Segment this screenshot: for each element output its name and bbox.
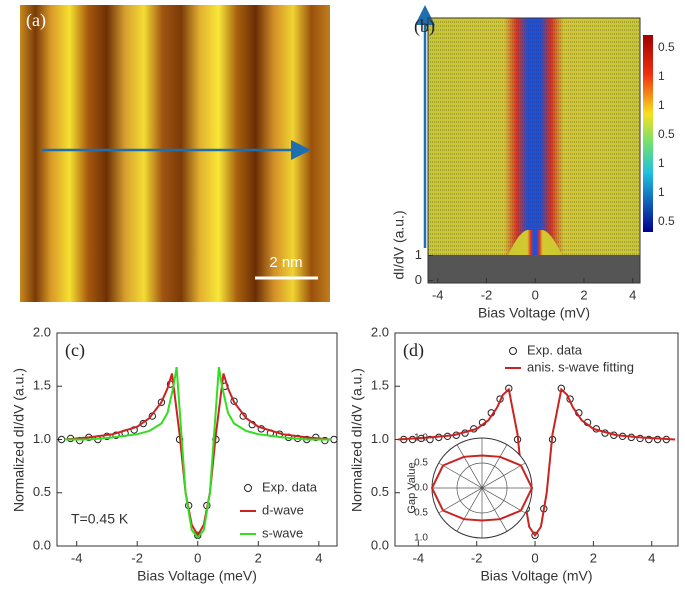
x-tick-label: -4 [413,550,425,565]
fit-curve [397,387,676,538]
colorbar-label: 1 [658,69,665,83]
colorbar-label: 0.5 [658,40,675,54]
x-tick-label: 4 [315,550,322,565]
inset-tick-label: 0.5 [414,508,428,519]
base-trace [508,230,562,255]
x-axis-label: Bias Voltage (meV) [137,568,257,584]
colorbar-label: 0.5 [658,127,675,141]
panel-label: (b) [414,16,435,37]
colorbar [643,35,653,232]
data-point [230,397,238,405]
plot-frame [394,332,679,547]
polar-spoke [438,462,526,514]
data-point [645,435,653,444]
y-axis-label: Normalized dI/dV (a.u.) [349,368,365,512]
data-point [531,531,539,540]
inset-tick-label: 1.0 [414,433,428,444]
annotation: T=0.45 K [71,511,129,527]
x-axis-label: Bias Voltage (mV) [478,305,590,321]
fit-curve [64,373,331,538]
x-tick-label: -2 [471,550,483,565]
x-tick-label: 2 [580,287,587,302]
y-tick-label: 1.5 [33,378,51,393]
x-tick-label: -2 [131,550,143,565]
x-tick-label: -4 [71,550,83,565]
y-tick-label: 1 [415,247,422,262]
x-tick-label: 4 [648,550,655,565]
data-point [321,436,329,445]
panel-label: (d) [403,340,424,361]
inset-tick-label: 0.5 [414,458,428,469]
x-axis-label: Bias Voltage (mV) [480,568,592,584]
legend-symbol [509,347,517,355]
y-tick-label: 2.0 [371,324,389,339]
data-point [330,435,338,444]
y-tick-label: 0.0 [371,537,389,552]
colorbar-label: 1 [658,156,665,170]
panel-label: (c) [65,340,85,361]
legend-label: d-wave [262,502,304,517]
y-tick-label: 0.5 [33,484,51,499]
gap-curve [430,454,534,522]
inset-axis-label: Gap Value [406,462,418,513]
data-point [112,431,120,439]
colorbar-label: 1 [658,185,665,199]
y-tick-label: 1.0 [371,431,389,446]
y-axis-label: dI/dV (a.u.) [391,210,407,279]
inset-tick-label: 0.0 [414,483,428,494]
plot-frame [427,17,641,284]
data-point [426,435,434,444]
scale-label: 2 nm [269,254,302,271]
legend-label: Exp. data [527,342,583,357]
panel-label: (a) [26,10,46,31]
inset-tick-label: 1.0 [414,533,428,544]
x-tick-label: 0 [531,550,538,565]
legend-label: Exp. data [262,479,318,494]
y-tick-label: 1.5 [371,378,389,393]
x-tick-label: 2 [255,550,262,565]
y-tick-label: 0 [415,272,422,287]
colorbar-label: 0.5 [658,214,675,228]
x-tick-label: 0 [532,287,539,302]
x-tick-label: 2 [590,550,597,565]
legend-symbol [244,484,252,492]
x-tick-label: -4 [432,287,444,302]
baseline [428,255,640,283]
y-tick-label: 0.5 [371,484,389,499]
data-point [157,398,166,406]
y-axis-label: Normalized dI/dV (a.u.) [11,368,27,512]
x-tick-label: 4 [629,287,636,302]
y-tick-label: 0.0 [33,537,51,552]
stm-image [20,5,330,302]
y-tick-label: 1.0 [33,431,51,446]
fit-curve [64,366,331,540]
legend-label: s-wave [262,525,303,540]
colorbar-label: 1 [658,98,665,112]
x-tick-label: 0 [194,550,201,565]
y-tick-label: 2.0 [33,324,51,339]
x-tick-label: -2 [481,287,493,302]
waterfall-traces [428,18,640,255]
legend-label: anis. s-wave fitting [527,359,634,374]
